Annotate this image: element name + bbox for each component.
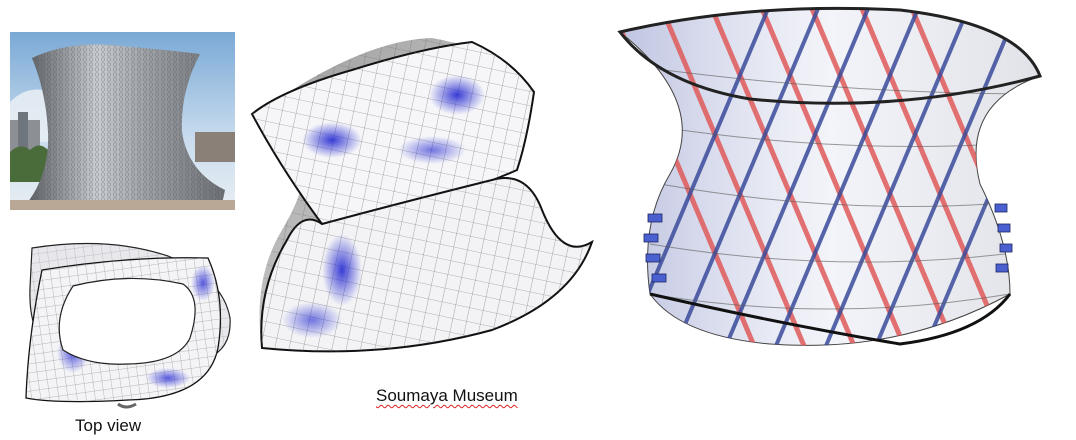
- lattice-structure-diagram: [617, 6, 1042, 346]
- base-rim: [649, 292, 1012, 346]
- plaza: [10, 200, 235, 210]
- museum-photo: [10, 32, 235, 210]
- opening: [58, 277, 196, 365]
- trees: [10, 145, 50, 182]
- top-view-diagram: [25, 242, 231, 409]
- twisted-surface-diagram: [250, 38, 594, 353]
- top-view-caption: Top view: [75, 416, 142, 435]
- top-rim: [617, 6, 1042, 105]
- side-fins: [643, 203, 1013, 283]
- soumaya-museum-caption: Soumaya Museum: [376, 386, 518, 405]
